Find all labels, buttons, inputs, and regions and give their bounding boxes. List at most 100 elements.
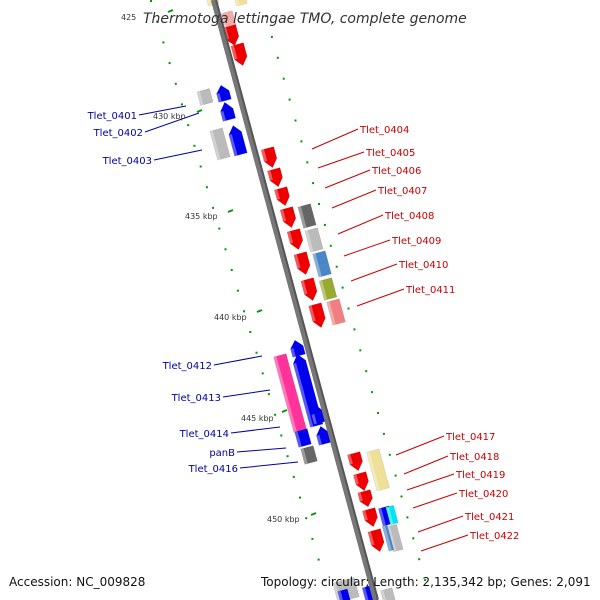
label-leader-line	[230, 426, 281, 434]
feature-block	[312, 250, 332, 278]
gene-label: Tlet_0422	[469, 531, 519, 542]
genome-summary-text: Topology: circular; Length: 2,135,342 bp…	[260, 575, 591, 589]
outer-ring-dot	[282, 77, 285, 80]
gene-label: Tlet_0416	[188, 464, 238, 475]
feature-block	[385, 504, 399, 526]
scale-tick-label: 430 kbp	[153, 112, 186, 121]
scale-tick-label: 450 kbp	[267, 515, 300, 524]
outer-ring-dot	[382, 432, 385, 435]
outer-ring-dot	[306, 161, 309, 164]
feature-block	[380, 587, 396, 600]
label-leader-line	[343, 239, 391, 257]
feature-block	[196, 88, 214, 106]
label-leader-line	[317, 151, 365, 169]
scale-ticks: 425 430 kbp 435 kbp 440 kbp 445 kbp 450 kbp	[121, 9, 317, 524]
scale-tick-label: 445 kbp	[241, 414, 274, 423]
outer-ring-dot	[424, 579, 427, 582]
gene-label: Tlet_0420	[458, 489, 508, 500]
map-title: Thermotoga lettingae TMO, complete genom…	[143, 11, 467, 27]
outer-ring-dot	[318, 203, 320, 205]
gene-label: Tlet_0411	[405, 285, 455, 296]
inner-ring-dot	[218, 227, 221, 230]
inner-ring-dot	[150, 0, 152, 2]
label-leader-line	[138, 105, 187, 116]
gene-label: Tlet_0410	[398, 260, 448, 271]
feature-arrow	[347, 451, 363, 472]
scale-tick-mark	[281, 409, 288, 413]
gene-labels: Tlet_0401 Tlet_0402 Tlet_0403 Tlet_0412 Tlet…	[87, 105, 519, 552]
scale-tick-label: 435 kbp	[185, 212, 218, 221]
inner-ring-dot	[323, 579, 326, 582]
gene-label: Tlet_0421	[464, 512, 514, 523]
outer-ring-dot	[270, 35, 273, 38]
inner-ring-dot	[174, 82, 177, 85]
gene-label: Tlet_0407	[377, 186, 427, 197]
inner-ring-dot	[224, 248, 227, 251]
gene-label: Tlet_0408	[384, 211, 434, 222]
gene-label: Tlet_0404	[359, 125, 409, 136]
inner-ring-dot	[168, 62, 171, 65]
inner-ring-dot	[212, 206, 215, 209]
outer-ring-dot	[347, 307, 350, 310]
feature-arrow	[228, 125, 248, 157]
inner-ring-dot	[255, 351, 258, 354]
inner-ring-dot	[286, 455, 289, 458]
inner-ring-dot	[205, 186, 208, 189]
feature-arrow	[357, 489, 373, 508]
label-leader-line	[213, 355, 263, 366]
feature-arrow	[308, 302, 326, 329]
inner-ring-dot	[236, 289, 239, 292]
outer-ring-dot	[418, 558, 421, 561]
feature-block	[294, 428, 312, 448]
label-leader-line	[420, 534, 469, 552]
scale-tick-mark	[310, 512, 317, 516]
outer-ring-dot	[323, 223, 326, 226]
feature-arrow	[300, 277, 318, 302]
gene-features	[196, 0, 404, 600]
feature-arrow	[260, 146, 278, 169]
label-leader-line	[331, 189, 377, 209]
inner-ring-dot	[299, 496, 301, 499]
outer-ring-dot	[377, 412, 379, 414]
scale-tick-mark	[256, 309, 263, 313]
label-leader-line	[153, 149, 203, 161]
feature-arrow	[286, 228, 304, 251]
genome-backbone	[211, 0, 379, 600]
gene-label: Tlet_0401	[87, 111, 137, 122]
backbone-line	[211, 0, 377, 600]
outer-ring-dot	[353, 328, 356, 331]
outer-ring-dot	[265, 15, 267, 17]
gene-label: Tlet_0414	[179, 429, 229, 440]
outer-ring-dot	[388, 453, 391, 456]
inner-ring-dot	[156, 20, 159, 23]
inner-ring-dot	[274, 413, 277, 416]
gene-label: Tlet_0405	[365, 148, 415, 159]
gene-label: Tlet_0409	[391, 236, 441, 247]
scale-tick-label: 440 kbp	[214, 313, 247, 322]
feature-arrow	[274, 186, 290, 207]
gene-label: Tlet_0406	[371, 166, 421, 177]
inner-ring-dot	[261, 372, 264, 375]
outer-ring-dot	[335, 265, 338, 268]
label-leader-line	[406, 473, 455, 491]
feature-arrow	[367, 528, 385, 553]
feature-arrow	[267, 167, 283, 188]
outer-ring-dot	[371, 391, 374, 394]
inner-ring-dot	[280, 434, 283, 437]
gene-label: Tlet_0418	[449, 452, 499, 463]
label-leader-line	[222, 389, 271, 398]
label-leader-line	[144, 112, 200, 133]
feature-arrow	[279, 206, 297, 229]
label-leader-line	[311, 128, 359, 150]
inner-ring-dot	[317, 558, 320, 561]
outer-ring-dot	[359, 349, 362, 352]
gene-label: Tlet_0402	[93, 128, 143, 139]
inner-ring-dot	[162, 41, 165, 44]
label-leader-line	[395, 435, 445, 456]
feature-block	[232, 0, 248, 7]
feature-block	[297, 203, 317, 229]
inner-ring-dot	[305, 517, 308, 520]
gene-label: Tlet_0413	[171, 393, 221, 404]
gene-label: Tlet_0403	[102, 156, 152, 167]
